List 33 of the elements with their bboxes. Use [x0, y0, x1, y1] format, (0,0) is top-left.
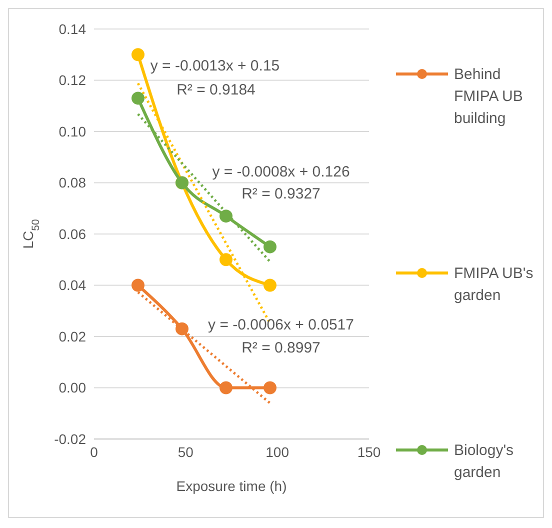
- x-tick-label: 150: [357, 444, 381, 460]
- y-tick-label: 0.10: [58, 123, 86, 140]
- point: [176, 322, 188, 336]
- annotation: y = -0.0006x + 0.0517: [208, 316, 354, 334]
- point: [264, 240, 276, 254]
- y-tick-label: -0.02: [54, 430, 86, 447]
- x-tick-label: 50: [178, 444, 194, 460]
- annotation: R² = 0.9184: [176, 82, 256, 98]
- point: [220, 210, 232, 223]
- y-tick-label: 0.04: [58, 277, 86, 294]
- point: [132, 92, 144, 105]
- annotation: y = -0.0013x + 0.15: [150, 58, 280, 74]
- legend-label: FMIPA UB's garden: [454, 265, 534, 304]
- legend-label: Behind FMIPA UB building: [454, 66, 523, 127]
- y-tick-label: 0.06: [58, 226, 86, 242]
- point: [220, 381, 232, 394]
- point: [132, 48, 144, 62]
- y-tick-label: 0.02: [58, 328, 86, 344]
- y-tick-label: 0.14: [58, 20, 86, 37]
- point: [132, 278, 144, 292]
- y-tick-label: 0.00: [58, 380, 86, 396]
- annotation: y = -0.0008x + 0.126: [212, 164, 350, 180]
- y-tick-label: 0.08: [58, 174, 86, 191]
- x-axis-title: Exposure time (h): [176, 478, 287, 494]
- point: [264, 381, 276, 394]
- point: [264, 278, 276, 292]
- annotation: R² = 0.8997: [242, 340, 320, 356]
- x-tick-label: 0: [90, 444, 98, 460]
- y-tick-label: 0.12: [58, 72, 86, 88]
- annotation: R² = 0.9327: [242, 186, 320, 202]
- x-tick-label: 100: [266, 444, 290, 460]
- point: [220, 253, 232, 266]
- legend-label: Biology's garden: [454, 442, 514, 481]
